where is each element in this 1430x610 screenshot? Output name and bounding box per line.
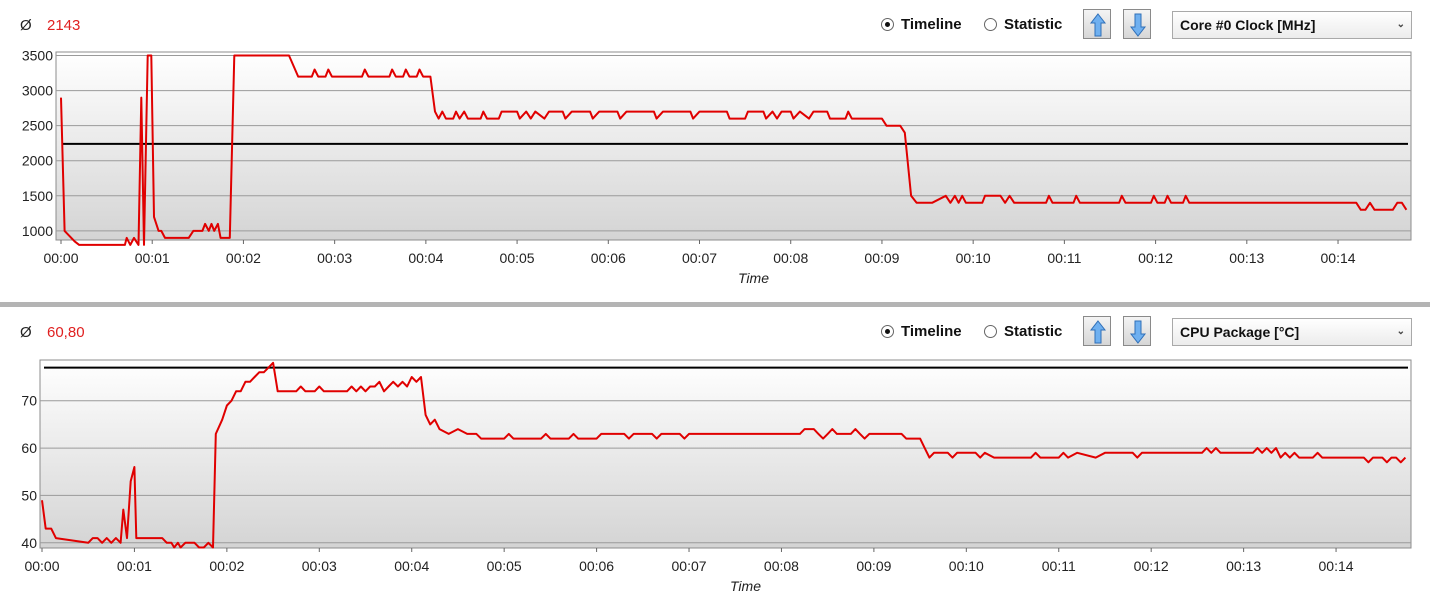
- x-axis-label: Time: [730, 578, 761, 594]
- x-tick-label: 00:12: [1134, 558, 1169, 574]
- radio-dot-icon: [984, 325, 997, 338]
- statistic-radio[interactable]: Statistic: [984, 16, 1062, 33]
- x-tick-label: 00:02: [226, 250, 261, 266]
- x-tick-label: 00:06: [591, 250, 626, 266]
- radio-dot-icon: [984, 18, 997, 31]
- x-tick-label: 00:13: [1226, 558, 1261, 574]
- x-tick-label: 00:08: [773, 250, 808, 266]
- average-symbol: Ø: [20, 324, 32, 341]
- arrow-up-icon: [1089, 320, 1107, 344]
- y-tick-label: 60: [21, 440, 37, 456]
- clock-chart: 1000 1500 2000 2500 3000 3500 00:00 00:01 00:02 0…: [22, 48, 1412, 286]
- sort-up-button[interactable]: [1083, 9, 1111, 39]
- sensor-select-value: CPU Package [°C]: [1180, 324, 1300, 340]
- chevron-down-icon: ⌄: [1396, 19, 1405, 30]
- timeline-label: Timeline: [901, 16, 962, 33]
- timeline-radio[interactable]: Timeline: [881, 16, 962, 33]
- arrow-up-icon: [1089, 13, 1107, 37]
- x-tick-label: 00:03: [302, 558, 337, 574]
- x-tick-label: 00:07: [672, 558, 707, 574]
- chevron-down-icon: ⌄: [1396, 326, 1405, 337]
- x-axis-label: Time: [738, 270, 769, 286]
- x-tick-label: 00:06: [579, 558, 614, 574]
- x-tick-label: 00:00: [43, 250, 78, 266]
- x-tick-label: 00:02: [209, 558, 244, 574]
- x-tick-label: 00:07: [682, 250, 717, 266]
- x-tick-label: 00:14: [1319, 558, 1354, 574]
- x-tick-label: 00:01: [117, 558, 152, 574]
- statistic-radio[interactable]: Statistic: [984, 323, 1062, 340]
- statistic-label: Statistic: [1004, 16, 1063, 33]
- x-tick-label: 00:13: [1229, 250, 1264, 266]
- x-tick-label: 00:08: [764, 558, 799, 574]
- arrow-down-icon: [1129, 320, 1147, 344]
- average-value: 60,80: [47, 324, 85, 341]
- x-tick-label: 00:09: [864, 250, 899, 266]
- x-tick-label: 00:00: [24, 558, 59, 574]
- y-tick-label: 2000: [22, 153, 53, 169]
- y-tick-label: 3500: [22, 48, 53, 64]
- temperature-panel: Ø 60,80 Timeline Statistic CPU Package […: [0, 307, 1430, 610]
- sort-down-button[interactable]: [1123, 9, 1151, 39]
- x-tick-label: 00:04: [394, 558, 429, 574]
- series-line: [41, 361, 1407, 549]
- x-tick-label: 00:10: [956, 250, 991, 266]
- x-tick-label: 00:11: [1042, 558, 1076, 574]
- plot-area: [55, 51, 1412, 241]
- sensor-select-value: Core #0 Clock [MHz]: [1180, 17, 1316, 33]
- plot-area: [39, 359, 1412, 549]
- arrow-down-icon: [1129, 13, 1147, 37]
- radio-dot-icon: [881, 18, 894, 31]
- x-tick-label: 00:05: [487, 558, 522, 574]
- x-tick-label: 00:09: [856, 558, 891, 574]
- y-tick-label: 1000: [22, 223, 53, 239]
- y-tick-label: 40: [21, 535, 37, 551]
- panel-divider[interactable]: [0, 302, 1430, 307]
- x-tick-label: 00:14: [1321, 250, 1356, 266]
- sensor-select[interactable]: CPU Package [°C] ⌄: [1172, 318, 1412, 346]
- radio-dot-icon: [881, 325, 894, 338]
- sensor-select[interactable]: Core #0 Clock [MHz] ⌄: [1172, 11, 1412, 39]
- x-tick-label: 00:03: [317, 250, 352, 266]
- y-tick-label: 1500: [22, 188, 53, 204]
- x-tick-label: 00:05: [500, 250, 535, 266]
- average-value: 2143: [47, 17, 81, 34]
- y-tick-label: 3000: [22, 83, 53, 99]
- x-tick-label: 00:12: [1138, 250, 1173, 266]
- statistic-label: Statistic: [1004, 323, 1063, 340]
- series-line: [60, 54, 1408, 246]
- x-tick-label: 00:10: [949, 558, 984, 574]
- clock-panel: Ø 2143 Timeline Statistic Core #0 Clock …: [0, 0, 1430, 302]
- timeline-radio[interactable]: Timeline: [881, 323, 962, 340]
- x-tick-label: 00:04: [408, 250, 443, 266]
- sort-up-button[interactable]: [1083, 316, 1111, 346]
- temperature-chart: 40 50 60 70 00:00 00:01 00:02 00:03 00:04 00:05 00…: [21, 359, 1412, 594]
- timeline-label: Timeline: [901, 323, 962, 340]
- y-tick-label: 2500: [22, 118, 53, 134]
- x-tick-label: 00:11: [1047, 250, 1081, 266]
- y-tick-label: 70: [21, 393, 37, 409]
- y-tick-label: 50: [21, 487, 37, 503]
- average-symbol: Ø: [20, 17, 32, 34]
- x-tick-label: 00:01: [135, 250, 170, 266]
- sort-down-button[interactable]: [1123, 316, 1151, 346]
